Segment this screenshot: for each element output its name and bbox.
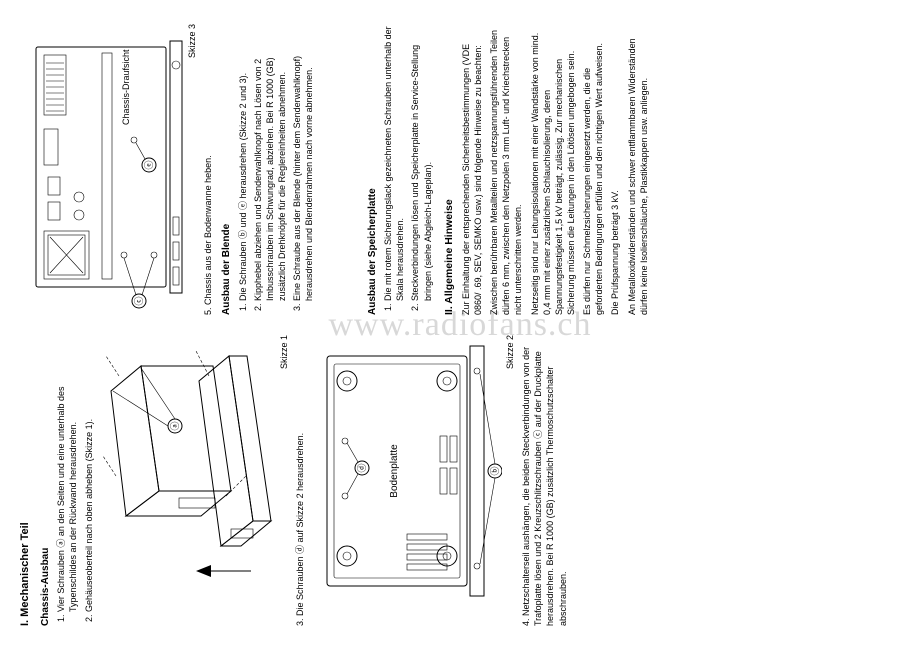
figure-skizze-2: Bodenplatte ⓑ ⓓ Skizze 2 <box>312 335 516 626</box>
label-b: ⓑ <box>490 466 500 475</box>
blende-steps-list: Die Schrauben ⓑ und ⓔ herausdrehen (Skiz… <box>237 24 316 315</box>
chassis-draufsicht-label: Chassis-Draufsicht <box>121 49 131 125</box>
chassis-ausbau-title: Chassis-Ausbau <box>39 335 53 626</box>
skizze-2-svg: Bodenplatte ⓑ ⓓ <box>312 336 502 626</box>
list-item: Eine Schraube aus der Blende (hinter dem… <box>291 24 315 301</box>
list-item: Kipphebel abziehen und Senderwahlknopf n… <box>252 24 288 301</box>
hinweise-para: Zwischen berührbaren Metallteilen und ne… <box>488 24 524 315</box>
skizze-3-svg: ⓒ ⓔ Chassis-Draufsicht <box>24 25 184 315</box>
hinweise-intro: Zur Einhaltung der entsprechenden Sicher… <box>460 24 484 315</box>
page-rotated: I. Mechanischer Teil Chassis-Ausbau Vier… <box>0 0 920 650</box>
label-c: ⓒ <box>134 296 144 305</box>
skizze-2-caption: Skizze 2 <box>504 335 516 626</box>
list-item: Gehäuseoberteil nach oben abheben (Skizz… <box>83 335 95 612</box>
skizze-1-svg: ⓐ <box>101 336 276 626</box>
section-1-title: I. Mechanischer Teil <box>18 335 33 626</box>
skizze-3-caption: Skizze 3 <box>186 24 198 315</box>
list-item: Die mit rotem Sicherungslack gezeichnete… <box>382 24 406 301</box>
list-item: Steckverbindungen lösen und Speicherplat… <box>409 24 433 301</box>
figure-skizze-3: ⓒ ⓔ Chassis-Draufsicht Skizze 3 <box>24 24 198 315</box>
step-5: 5. Chassis aus der Bodenwanne heben. <box>202 24 214 315</box>
step-3: 3. Die Schrauben ⓓ auf Skizze 2 herausdr… <box>294 335 306 626</box>
hinweise-title: II. Allgemeine Hinweise <box>442 24 456 315</box>
bodenplatte-label: Bodenplatte <box>389 444 400 498</box>
hinweise-para: Netzseitig sind nur Leitungsisolationen … <box>529 24 578 315</box>
label-e: ⓔ <box>144 160 154 169</box>
ausbau-speicher-title: Ausbau der Speicherplatte <box>366 24 380 315</box>
step-4: 4. Netzschalterseil aushängen, die beide… <box>520 335 569 626</box>
left-column: I. Mechanischer Teil Chassis-Ausbau Vier… <box>18 335 902 626</box>
ausbau-blende-title: Ausbau der Blende <box>220 24 234 315</box>
list-item: Vier Schrauben ⓐ an den Seiten und eine … <box>55 335 79 612</box>
figure-skizze-1: ⓐ Skizze 1 <box>101 335 290 626</box>
chassis-steps-list: Vier Schrauben ⓐ an den Seiten und eine … <box>55 335 94 626</box>
speicher-steps-list: Die mit rotem Sicherungslack gezeichnete… <box>382 24 434 315</box>
label-a: ⓐ <box>170 421 180 430</box>
skizze-1-caption: Skizze 1 <box>278 335 290 626</box>
hinweise-para: Die Prüfspannung beträgt 3 kV. <box>609 24 621 315</box>
list-item: Die Schrauben ⓑ und ⓔ herausdrehen (Skiz… <box>237 24 249 301</box>
right-column: ⓒ ⓔ Chassis-Draufsicht Skizze 3 5. Chass… <box>18 24 902 315</box>
label-d: ⓓ <box>357 463 367 472</box>
hinweise-para: Es dürfen nur Schmelzsicherungen eingese… <box>581 24 605 315</box>
hinweise-para: An Metalloxidwiderständen und schwer ent… <box>626 24 650 315</box>
